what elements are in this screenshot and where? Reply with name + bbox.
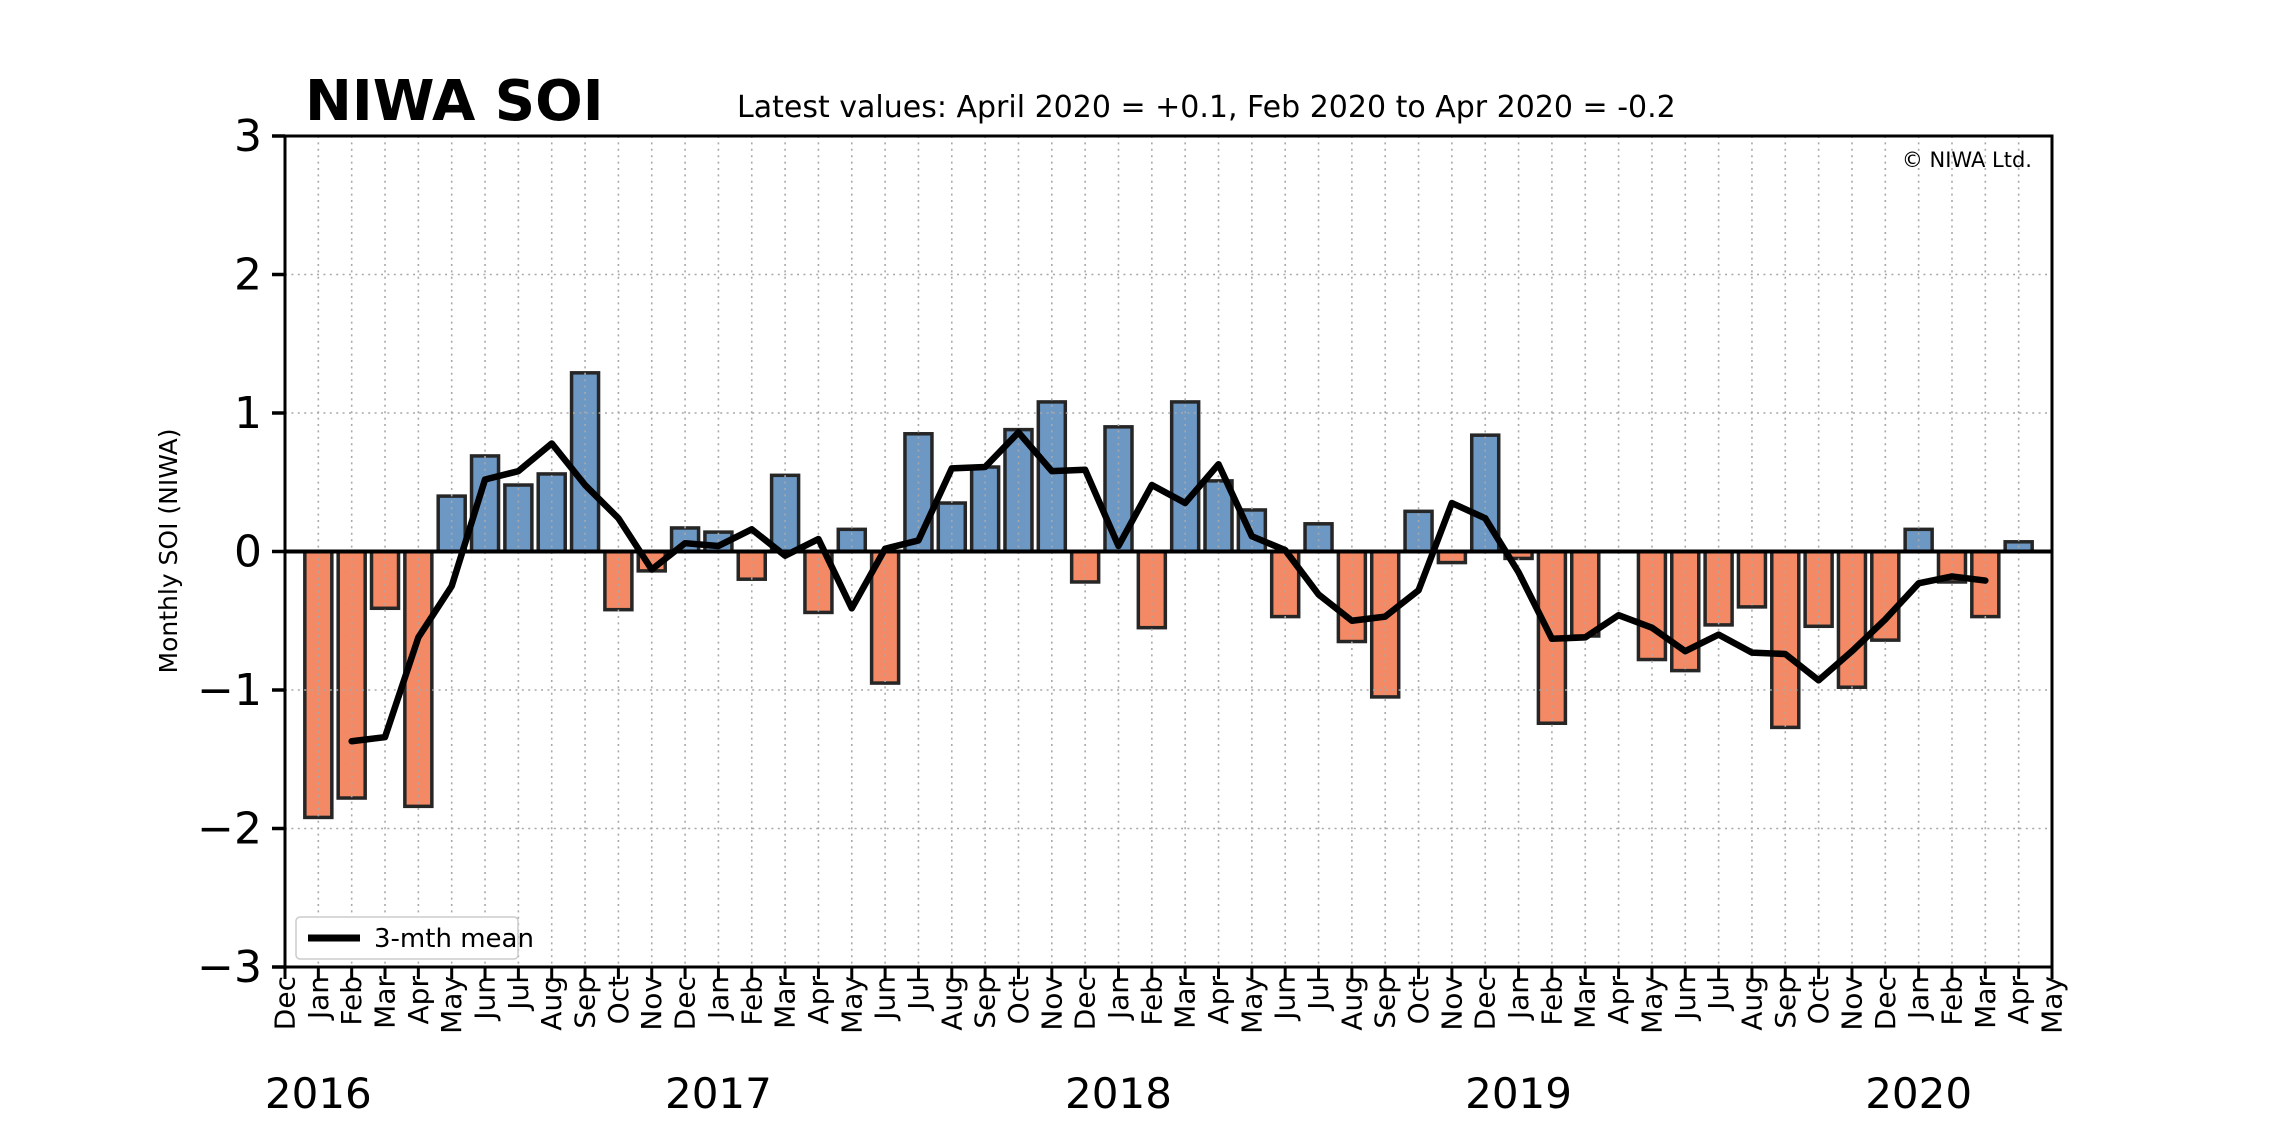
x-tick-label: Apr	[402, 976, 435, 1025]
x-tick-label: Mar	[769, 976, 802, 1029]
x-tick-label: Dec	[1469, 976, 1502, 1030]
x-tick-label: Aug	[1735, 976, 1768, 1031]
x-tick-label: Oct	[602, 976, 635, 1024]
soi-bar	[1703, 549, 1734, 627]
legend-box	[295, 916, 519, 960]
x-tick-label: May	[1235, 976, 1268, 1034]
y-tick-label: −3	[197, 942, 262, 993]
x-tick-label: Feb	[1935, 976, 1968, 1026]
y-tick-label: 3	[234, 111, 262, 162]
x-tick-label: Apr	[1202, 976, 1235, 1025]
x-tick-label: May	[835, 976, 868, 1034]
legend-label: 3-mth mean	[374, 924, 534, 954]
chart-subtitle: Latest values: April 2020 = +0.1, Feb 20…	[737, 90, 1676, 125]
x-tick-label: Jan	[702, 976, 735, 1021]
soi-bar	[1403, 509, 1434, 554]
x-tick-label: Jan	[302, 976, 335, 1021]
x-tick-label: Jul	[502, 976, 535, 1012]
soi-bar	[1136, 549, 1168, 630]
x-tick-label: Jan	[1902, 976, 1935, 1021]
x-tick-label: May	[2036, 976, 2069, 1034]
year-label: 2020	[1865, 1069, 1972, 1118]
x-tick-label: Jan	[1502, 976, 1535, 1021]
year-label: 2019	[1465, 1069, 1572, 1118]
x-tick-label: Feb	[1135, 976, 1168, 1026]
x-tick-label: Mar	[1569, 976, 1602, 1029]
x-tick-label: Oct	[1002, 976, 1035, 1024]
x-tick-label: Feb	[735, 976, 768, 1026]
x-tick-label: Jun	[469, 976, 502, 1022]
chart-title: NIWA SOI	[305, 69, 604, 134]
x-tick-label: Jun	[1269, 976, 1302, 1022]
year-label: 2018	[1065, 1069, 1172, 1118]
soi-bar	[303, 549, 334, 820]
x-tick-label: Apr	[1602, 976, 1635, 1025]
x-tick-label: Jun	[1669, 976, 1702, 1022]
x-tick-label: May	[1635, 976, 1668, 1034]
x-tick-label: Nov	[1835, 976, 1868, 1031]
year-label: 2016	[265, 1069, 372, 1118]
mean-line	[348, 429, 1989, 745]
y-tick-label: −2	[197, 804, 262, 855]
x-tick-label: Apr	[2002, 976, 2035, 1025]
x-tick-label: Dec	[269, 976, 302, 1030]
soi-bar	[603, 549, 634, 612]
y-tick-label: 2	[234, 250, 262, 301]
y-tick-label: 0	[234, 527, 262, 578]
x-tick-label: Mar	[1969, 976, 2002, 1029]
x-tick-label: Aug	[1335, 976, 1368, 1031]
x-tick-label: Dec	[669, 976, 702, 1030]
x-tick-label: Aug	[535, 976, 568, 1031]
y-axis-label: Monthly SOI (NIWA)	[154, 429, 183, 674]
soi-bar	[1770, 549, 1801, 730]
copyright-note: © NIWA Ltd.	[1902, 148, 2032, 172]
x-tick-label: Sep	[569, 976, 602, 1029]
x-tick-label: Sep	[969, 976, 1002, 1029]
y-tick-label: 1	[234, 388, 262, 439]
x-tick-label: Oct	[1802, 976, 1835, 1024]
soi-bar	[536, 472, 567, 554]
x-tick-label: Jul	[902, 976, 935, 1012]
x-tick-label: May	[435, 976, 468, 1034]
x-tick-label: Mar	[369, 976, 402, 1029]
x-tick-label: Aug	[935, 976, 968, 1031]
x-tick-label: Feb	[1535, 976, 1568, 1026]
x-tick-label: Nov	[1435, 976, 1468, 1031]
soi-bar	[403, 549, 434, 809]
x-tick-label: Nov	[635, 976, 668, 1031]
x-tick-label: Sep	[1769, 976, 1802, 1029]
legend: 3-mth mean	[295, 916, 534, 960]
x-tick-label: Dec	[1869, 976, 1902, 1030]
x-tick-label: Sep	[1369, 976, 1402, 1029]
x-tick-label: Apr	[802, 976, 835, 1025]
x-tick-label: Jul	[1302, 976, 1335, 1012]
year-label: 2017	[665, 1069, 772, 1118]
y-tick-label: −1	[197, 665, 262, 716]
x-tick-label: Oct	[1402, 976, 1435, 1024]
x-tick-label: Jun	[869, 976, 902, 1022]
soi-bar	[969, 465, 1001, 554]
x-tick-label: Mar	[1169, 976, 1202, 1029]
x-tick-label: Jul	[1702, 976, 1735, 1012]
x-tick-label: Nov	[1035, 976, 1068, 1031]
x-tick-label: Feb	[335, 976, 368, 1026]
x-tick-label: Dec	[1069, 976, 1102, 1030]
x-tick-label: Jan	[1102, 976, 1135, 1021]
soi-bar	[436, 494, 467, 554]
soi-bar	[1803, 549, 1834, 629]
